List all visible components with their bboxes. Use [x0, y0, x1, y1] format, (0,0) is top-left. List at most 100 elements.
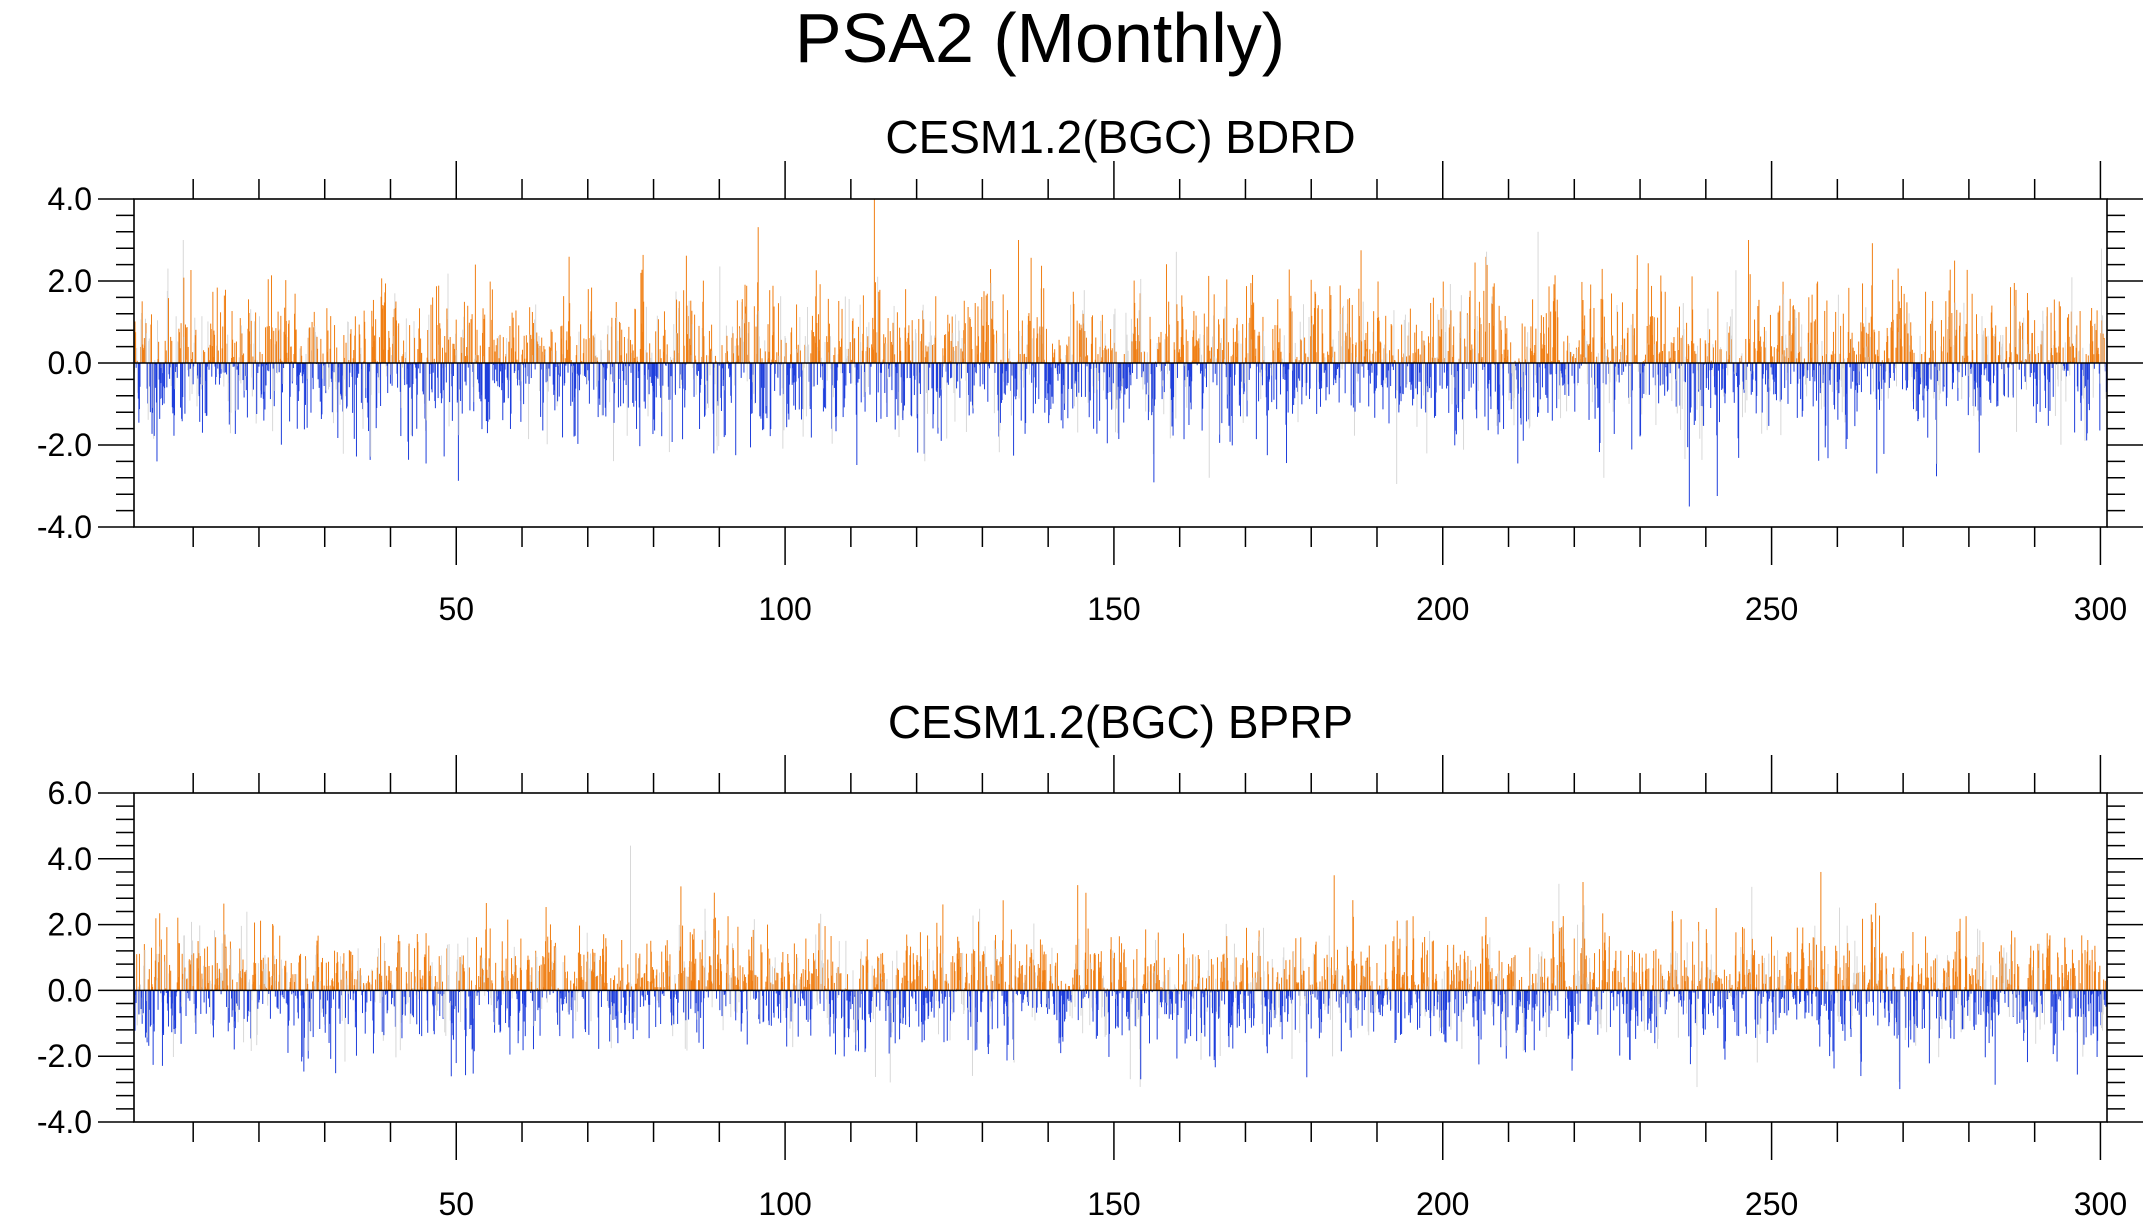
negative-bar	[1435, 363, 1437, 416]
positive-bar	[1247, 353, 1249, 363]
negative-bar	[842, 363, 844, 374]
positive-bar	[392, 343, 394, 363]
positive-bar	[313, 975, 315, 991]
negative-bar	[1075, 363, 1077, 381]
positive-bar	[1652, 316, 1654, 363]
positive-bar	[1932, 300, 1934, 363]
negative-bar	[610, 363, 612, 375]
positive-bar	[912, 340, 914, 363]
negative-bar	[304, 990, 306, 1003]
negative-bar	[973, 363, 975, 386]
negative-bar	[1145, 363, 1147, 395]
negative-bar	[402, 990, 403, 1015]
positive-bar	[1397, 349, 1399, 363]
negative-bar	[961, 363, 963, 379]
negative-bar	[1260, 363, 1262, 377]
negative-bar	[1229, 363, 1231, 442]
positive-bar	[590, 311, 592, 363]
positive-bar	[1803, 358, 1805, 363]
negative-bar	[630, 363, 632, 373]
positive-bar	[2078, 350, 2080, 363]
negative-bar	[2008, 363, 2010, 368]
positive-bar	[922, 310, 924, 363]
positive-bar	[1036, 338, 1038, 363]
negative-bar	[1858, 363, 1860, 385]
positive-bar	[1583, 329, 1585, 363]
positive-bar	[1782, 281, 1784, 363]
negative-bar	[609, 363, 611, 380]
negative-bar	[1078, 363, 1080, 393]
positive-bar	[908, 344, 910, 363]
positive-bar	[873, 349, 875, 363]
positive-bar	[1490, 303, 1492, 363]
negative-bar	[716, 363, 718, 451]
negative-bar	[870, 363, 872, 367]
negative-bar	[2043, 363, 2045, 376]
negative-bar	[425, 363, 427, 431]
negative-bar	[1602, 363, 1604, 384]
negative-bar	[233, 990, 235, 1028]
positive-bar	[1328, 354, 1330, 363]
positive-bar	[329, 348, 331, 363]
positive-bar	[874, 282, 876, 363]
negative-bar	[493, 990, 495, 1023]
positive-bar	[1346, 335, 1348, 363]
positive-bar	[1347, 350, 1349, 363]
positive-bar	[796, 979, 798, 991]
positive-bar	[752, 970, 754, 991]
negative-bar	[366, 990, 368, 1003]
positive-bar	[1021, 335, 1023, 363]
negative-bar	[1286, 363, 1288, 464]
negative-bar	[568, 990, 570, 1015]
negative-bar	[280, 990, 282, 996]
negative-bar	[1515, 363, 1517, 367]
positive-bar	[446, 948, 448, 991]
positive-bar	[986, 293, 988, 363]
negative-bar	[759, 990, 761, 1024]
positive-bar	[1929, 323, 1931, 363]
positive-bar	[933, 344, 935, 363]
negative-bar	[1645, 363, 1647, 395]
positive-bar	[340, 956, 342, 991]
negative-bar	[311, 990, 313, 999]
negative-bar	[1560, 363, 1562, 371]
positive-bar	[796, 304, 798, 363]
negative-bar	[724, 990, 726, 993]
positive-bar	[1373, 311, 1375, 363]
positive-bar	[198, 953, 200, 991]
negative-bar	[618, 363, 620, 379]
positive-bar	[636, 356, 638, 363]
negative-bar	[2033, 363, 2035, 407]
positive-bar	[1966, 332, 1968, 363]
positive-bar	[537, 971, 539, 991]
negative-bar	[779, 990, 781, 996]
positive-bar	[583, 954, 585, 991]
positive-bar	[201, 316, 203, 363]
positive-bar	[420, 353, 422, 363]
negative-bar	[279, 990, 281, 1014]
negative-bar	[1454, 363, 1456, 388]
negative-bar	[1562, 363, 1564, 386]
positive-bar	[357, 970, 359, 991]
positive-bar	[363, 310, 365, 363]
negative-bar	[369, 363, 371, 372]
positive-bar	[645, 964, 647, 991]
negative-bar	[858, 363, 860, 379]
positive-bar	[1493, 325, 1495, 363]
positive-bar	[1478, 301, 1480, 363]
positive-bar	[502, 970, 504, 991]
positive-bar	[554, 942, 556, 991]
negative-bar	[1069, 363, 1071, 365]
positive-bar	[787, 962, 789, 991]
positive-bar	[1830, 354, 1832, 363]
positive-bar	[551, 350, 553, 363]
negative-bar	[457, 363, 459, 481]
positive-bar	[1082, 313, 1084, 363]
positive-bar	[608, 349, 610, 363]
positive-bar	[1453, 326, 1455, 363]
positive-bar	[1358, 316, 1360, 363]
positive-bar	[634, 983, 636, 991]
positive-bar	[1421, 331, 1423, 363]
negative-bar	[828, 990, 830, 1004]
negative-bar	[147, 363, 149, 420]
